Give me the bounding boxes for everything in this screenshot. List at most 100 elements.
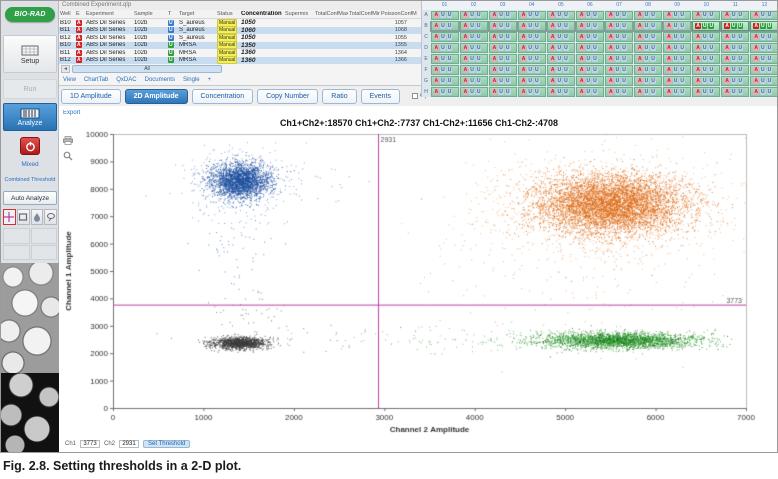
column-header-sample[interactable]: Sample <box>134 11 153 17</box>
scatter-plot-canvas[interactable] <box>59 106 777 452</box>
column-header-t[interactable]: T <box>168 11 172 17</box>
column-header-supermix[interactable]: Supermix <box>285 11 309 17</box>
checkbox-box[interactable] <box>412 93 419 99</box>
view-link-charttab[interactable]: ChartTab <box>83 76 109 83</box>
run-button[interactable]: Run <box>3 79 57 99</box>
plate-col-label[interactable]: 03 <box>499 2 506 8</box>
tab-concentration[interactable]: Concentration <box>191 88 254 104</box>
setup-button[interactable]: Setup <box>3 35 57 73</box>
plate-row-label[interactable]: H <box>422 86 430 97</box>
table-row[interactable]: B12 A ABS Dil Series 102b U S_aureus Manual 105… <box>59 33 421 42</box>
plate-col-label[interactable]: 01 <box>441 2 448 8</box>
tab-events[interactable]: Events <box>360 88 401 104</box>
ch2-threshold-field[interactable]: 2931 <box>119 440 140 448</box>
view-link-qxdac[interactable]: QxDAC <box>116 76 137 83</box>
plate-row-label[interactable]: D <box>422 42 430 54</box>
rectangle-tool[interactable] <box>16 209 30 225</box>
table-row[interactable]: B12 A ABS Dil Series 102b U MRSA Manual 1360 136… <box>59 56 421 65</box>
view-link-single[interactable]: Single <box>182 76 200 83</box>
crosshair-threshold-tool[interactable] <box>3 209 16 225</box>
plate-row-label[interactable]: C <box>422 31 430 43</box>
plate-row-label[interactable]: A <box>422 10 430 21</box>
lasso-tool[interactable] <box>44 209 57 225</box>
column-header-experiment[interactable]: Experiment <box>86 11 114 17</box>
disabled-tool-1[interactable] <box>3 228 30 244</box>
tab-1d-amplitude[interactable]: 1D Amplitude <box>61 88 121 104</box>
tab-copy-number[interactable]: Copy Number <box>257 88 319 104</box>
plate-col-label[interactable]: 05 <box>558 2 564 8</box>
plate-row-label[interactable]: G <box>422 75 430 87</box>
combined-threshold-link[interactable]: Combined Threshold <box>4 177 56 183</box>
printer-icon[interactable] <box>63 132 73 150</box>
plate-col-label[interactable]: 04 <box>528 2 535 8</box>
auto-analyze-button[interactable]: Auto Analyze <box>3 191 57 205</box>
plate-col-label[interactable]: 10 <box>703 2 710 8</box>
column-header-e[interactable]: E <box>76 11 80 17</box>
table-row[interactable]: B10 A ABS Dil Series 102b U S_aureus Manual 105… <box>59 18 421 27</box>
plate-col-label[interactable]: 06 <box>587 2 593 8</box>
column-header-concentration[interactable]: Concentration <box>241 11 282 17</box>
tab-ratio[interactable]: Ratio <box>322 88 357 104</box>
well-filter-all-button[interactable]: All <box>72 65 222 73</box>
disabled-tool-2[interactable] <box>30 228 57 244</box>
mixed-link[interactable]: Mixed <box>21 161 39 168</box>
plate-row-label[interactable]: E <box>422 53 430 65</box>
